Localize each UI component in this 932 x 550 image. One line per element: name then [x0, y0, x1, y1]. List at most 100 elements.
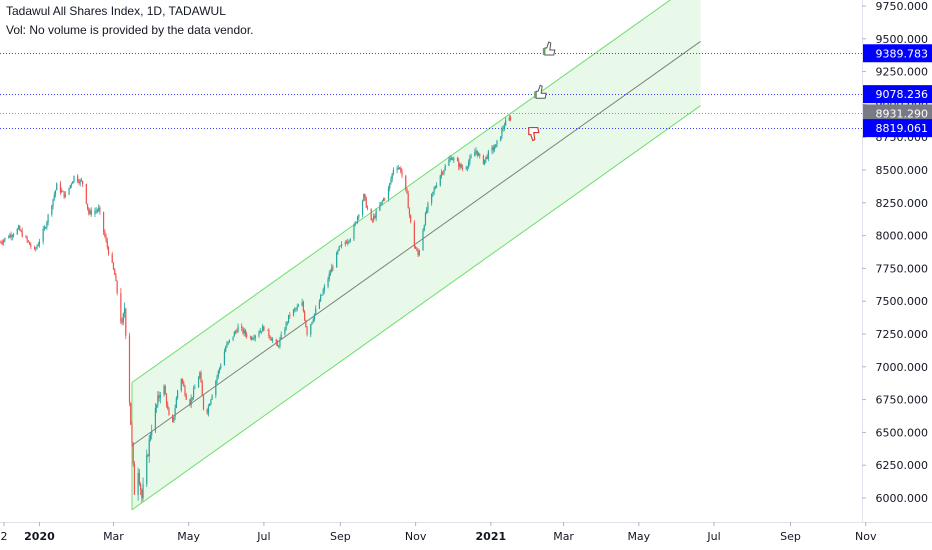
- candle-body: [249, 336, 251, 338]
- candle-body: [260, 330, 263, 332]
- candle-body: [242, 327, 244, 334]
- candle-body: [189, 399, 191, 405]
- candle-body: [380, 202, 382, 206]
- candle-body: [339, 245, 341, 247]
- y-tick-label: 6000.000: [876, 492, 929, 505]
- channel-upper-line: [131, 0, 672, 383]
- time-axis-bg: [0, 522, 932, 550]
- candle-body: [297, 305, 300, 307]
- candle-body: [146, 455, 148, 485]
- candle-body: [263, 326, 265, 331]
- candle-body: [387, 188, 390, 199]
- candle-body: [279, 339, 281, 347]
- candle-body: [382, 198, 385, 201]
- candle-body: [310, 324, 312, 335]
- candle-body: [209, 404, 211, 406]
- candle-body: [227, 341, 229, 344]
- candle-body: [99, 207, 101, 212]
- candle-body: [311, 322, 313, 325]
- candle-body: [21, 230, 23, 237]
- symbol-legend[interactable]: Tadawul All Shares Index, 1D, TADAWUL: [6, 4, 226, 18]
- candle-body: [112, 262, 115, 270]
- candle-body: [159, 394, 161, 398]
- candle-body: [139, 483, 142, 490]
- candle-body: [120, 293, 122, 322]
- candle-body: [73, 175, 75, 182]
- candle-body: [85, 183, 87, 204]
- candle-body: [426, 209, 428, 214]
- candle-body: [365, 197, 367, 208]
- y-tick-label: 7000.000: [876, 361, 929, 374]
- candle-body: [69, 185, 71, 188]
- candle-body: [122, 313, 124, 323]
- candle-body: [453, 158, 455, 160]
- candle-body: [86, 203, 89, 209]
- candle-body: [183, 382, 185, 387]
- candle-body: [95, 210, 97, 212]
- candle-body: [292, 309, 295, 316]
- x-tick-label: Jul: [256, 530, 270, 543]
- thumbs-up-icon: [542, 41, 556, 56]
- candle-body: [345, 242, 348, 244]
- candle-body: [336, 252, 338, 268]
- candle-body: [185, 395, 187, 400]
- candle-body: [329, 272, 332, 274]
- candle-body: [321, 294, 323, 296]
- candle-body: [487, 151, 489, 159]
- candle-body: [82, 180, 84, 184]
- candle-body: [38, 241, 41, 245]
- candle-body: [486, 156, 488, 159]
- candle-body: [115, 274, 117, 281]
- candle-body: [236, 331, 238, 333]
- candle-body: [151, 431, 153, 436]
- candle-body: [357, 216, 359, 223]
- candle-body: [59, 183, 62, 193]
- candle-body: [469, 157, 471, 163]
- candle-body: [141, 489, 143, 499]
- candle-body: [397, 167, 399, 169]
- candle-body: [485, 156, 487, 160]
- candle-body: [232, 336, 234, 340]
- candle-body: [270, 338, 272, 341]
- candle-body: [405, 175, 407, 189]
- candle-body: [501, 129, 503, 137]
- candle-body: [502, 128, 504, 130]
- candle-body: [79, 179, 81, 184]
- candle-body: [64, 194, 66, 198]
- candle-body: [285, 322, 287, 330]
- candle-body: [53, 194, 55, 200]
- candle-body: [217, 371, 219, 377]
- candle-body: [218, 368, 221, 372]
- candle-body: [36, 246, 38, 249]
- price-label-text: 9078.236: [876, 88, 929, 101]
- candle-body: [226, 343, 228, 348]
- candle-body: [398, 167, 401, 169]
- candle-body: [233, 332, 235, 337]
- candle-body: [407, 193, 409, 209]
- candle-body: [491, 146, 493, 152]
- candle-body: [254, 335, 256, 339]
- candle-body: [280, 334, 282, 340]
- candle-body: [228, 339, 230, 342]
- candle-body: [322, 290, 324, 295]
- candle-body: [348, 241, 350, 242]
- candle-body: [305, 320, 307, 327]
- x-tick-label: Nov: [855, 530, 877, 543]
- price-label: 9389.783: [863, 44, 932, 63]
- x-tick-label: Sep: [330, 530, 351, 543]
- candle-body: [20, 230, 22, 232]
- candle-body: [262, 326, 264, 332]
- candle-body: [364, 194, 366, 198]
- y-tick-label: 7500.000: [876, 295, 929, 308]
- y-tick-label: 7750.000: [876, 262, 929, 275]
- y-tick-label: 6250.000: [876, 459, 929, 472]
- candle-body: [68, 187, 70, 195]
- candle-body: [424, 213, 427, 226]
- candle-body: [156, 405, 158, 408]
- candle-body: [252, 338, 254, 340]
- candle-body: [220, 365, 222, 369]
- candle-body: [396, 168, 398, 170]
- candle-body: [392, 169, 395, 174]
